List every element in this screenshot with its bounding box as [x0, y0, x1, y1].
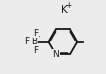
Text: F: F — [33, 29, 38, 38]
Text: +: + — [66, 1, 72, 10]
Text: N: N — [52, 50, 59, 59]
Text: K: K — [61, 5, 67, 15]
Text: F: F — [24, 37, 30, 46]
Text: −: − — [34, 34, 40, 40]
Text: F: F — [33, 46, 38, 55]
Text: B: B — [31, 37, 37, 46]
